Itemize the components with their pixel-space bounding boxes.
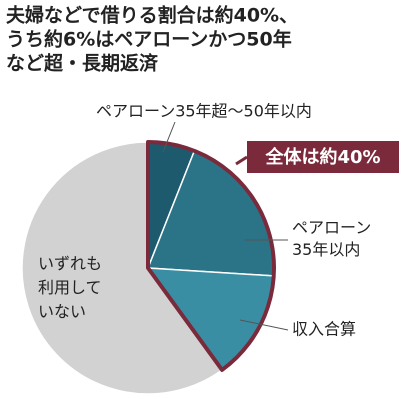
annotation-connector xyxy=(235,155,248,166)
title-line: 夫婦などで借りる割合は約40%、 xyxy=(6,4,298,27)
slice-label: ペアローン 35年以内 xyxy=(292,218,371,259)
title-line: うち約6%はペアローンかつ50年 xyxy=(6,28,292,51)
pie-slice xyxy=(21,141,224,395)
slice-label: ペアローン35年超～50年以内 xyxy=(96,102,312,121)
leader-line xyxy=(239,319,289,331)
annotation: 全体は約40% xyxy=(264,146,380,168)
slice-label: いずれも利用していない xyxy=(38,254,102,321)
leader-line xyxy=(162,121,176,153)
title-line: など超・長期返済 xyxy=(6,52,159,75)
annotation-box xyxy=(247,141,399,173)
slice-label: 収入合算 xyxy=(292,320,356,339)
highlight-outline xyxy=(146,140,276,372)
